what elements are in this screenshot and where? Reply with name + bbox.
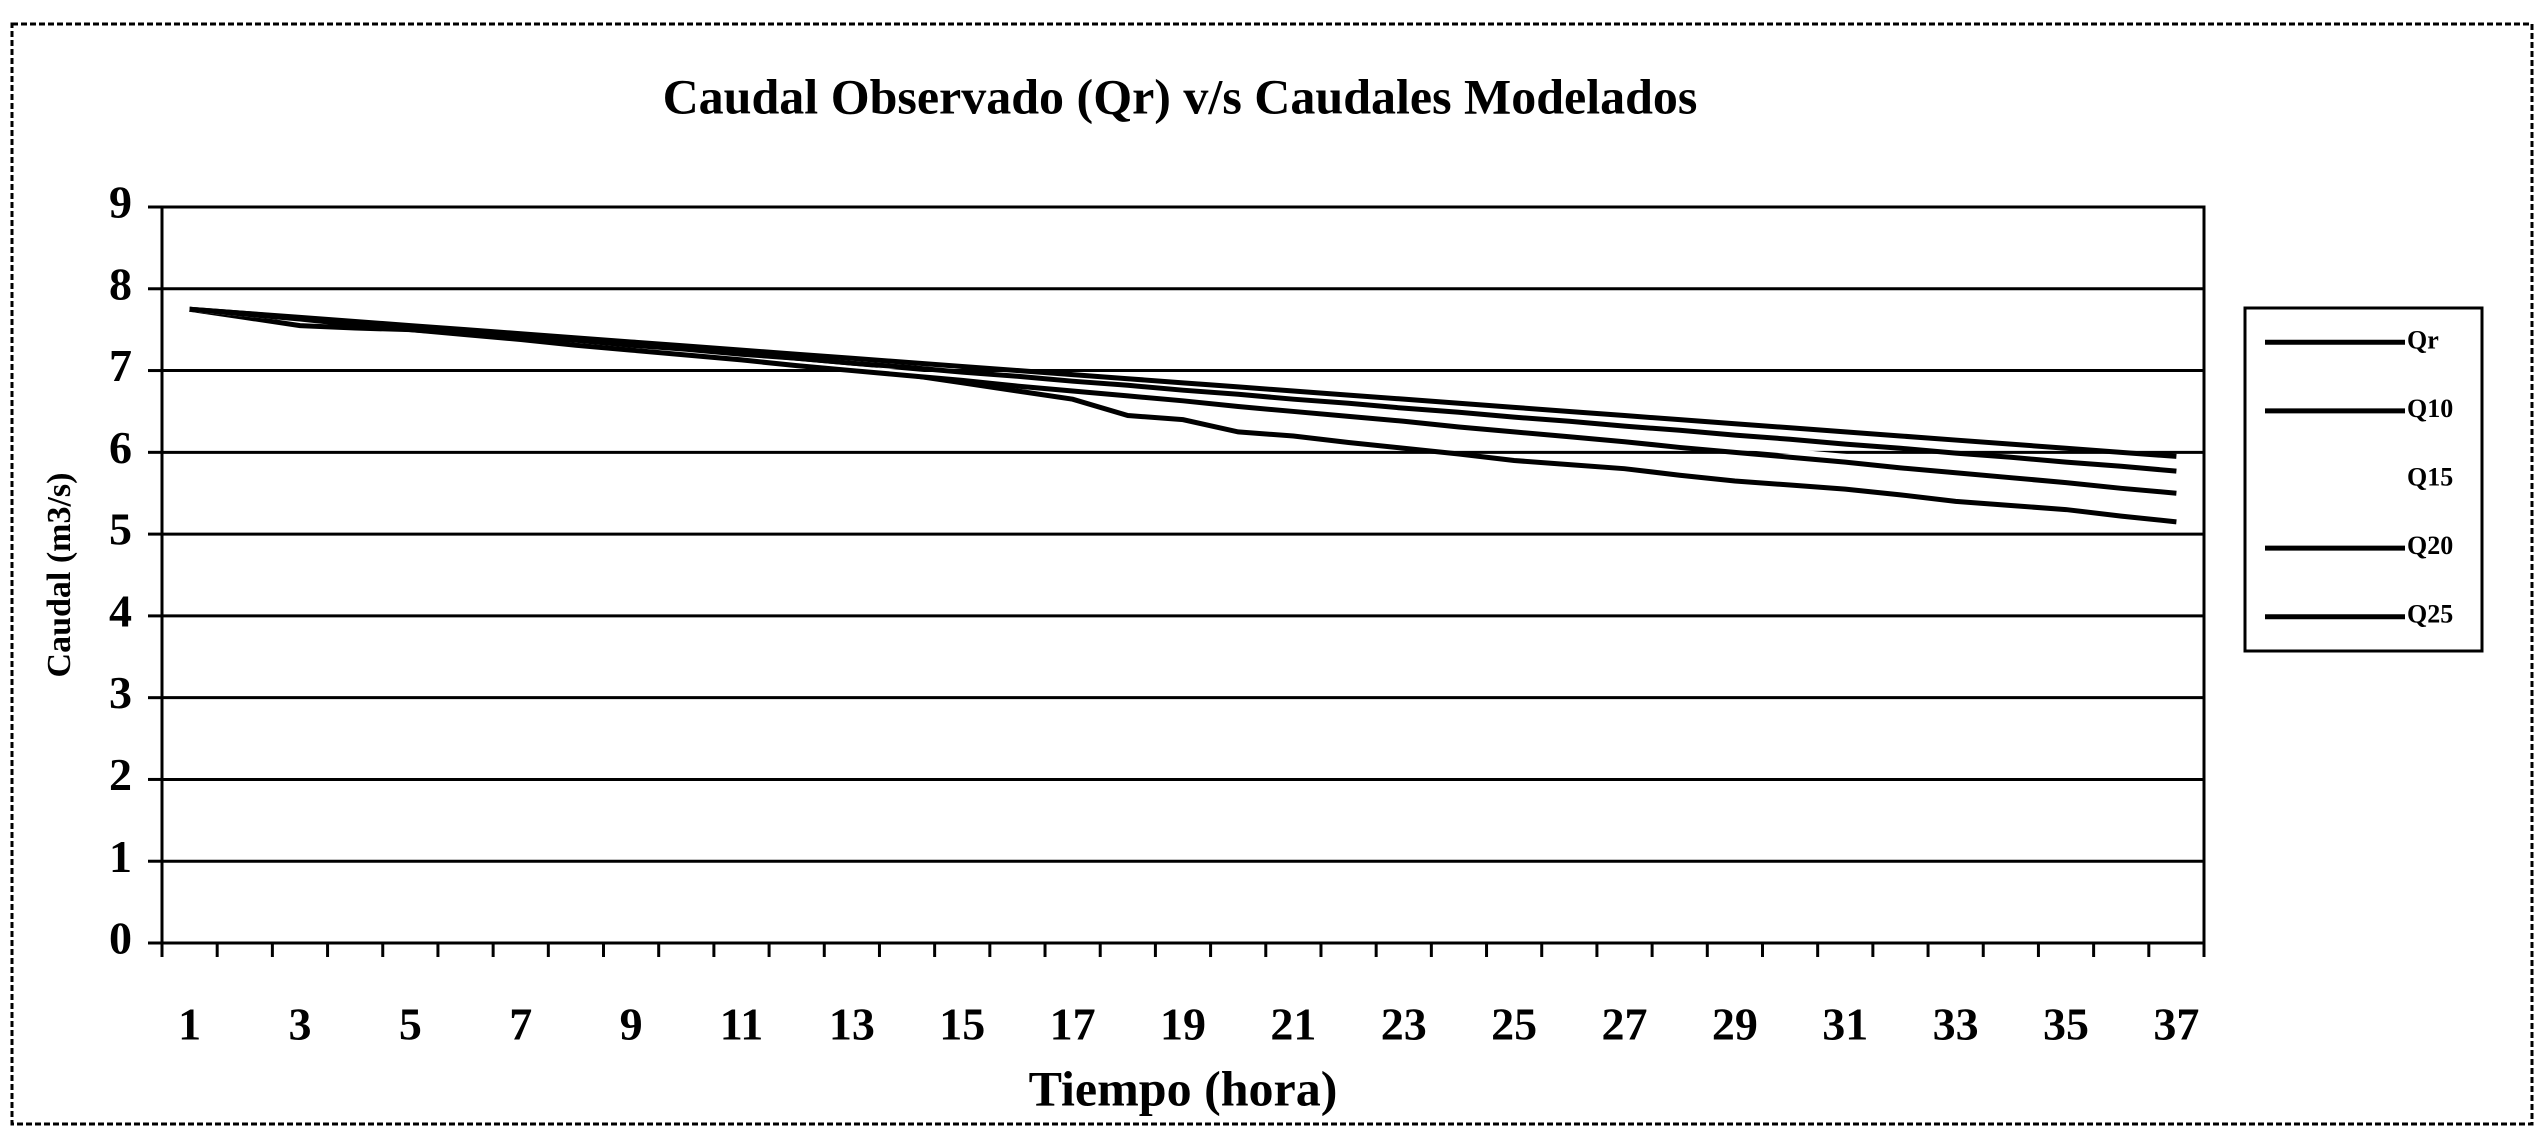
x-tick-label: 9 xyxy=(620,999,643,1050)
x-tick-label: 5 xyxy=(399,999,422,1050)
chart-title: Caudal Observado (Qr) v/s Caudales Model… xyxy=(663,68,1698,124)
x-tick-label: 31 xyxy=(1822,999,1868,1050)
chart-border xyxy=(10,22,2534,1126)
x-tick-label: 25 xyxy=(1491,999,1537,1050)
x-tick-label: 27 xyxy=(1602,999,1648,1050)
x-tick-label: 21 xyxy=(1270,999,1316,1050)
y-tick-label: 4 xyxy=(109,585,132,636)
y-tick-label: 7 xyxy=(109,340,132,391)
y-tick-label: 0 xyxy=(109,913,132,964)
series-line xyxy=(189,306,2177,474)
y-tick-label: 6 xyxy=(109,422,132,473)
x-tick-label: 33 xyxy=(1933,999,1979,1050)
y-tick-label: 1 xyxy=(109,831,132,882)
series-line xyxy=(189,306,2177,496)
y-tick-label: 5 xyxy=(109,504,132,555)
x-tick-label: 7 xyxy=(509,999,532,1050)
legend-label: Q15 xyxy=(2407,462,2453,491)
x-tick-label: 17 xyxy=(1050,999,1096,1050)
x-tick-label: 23 xyxy=(1381,999,1427,1050)
plot-area xyxy=(160,205,2206,945)
x-axis-title: Tiempo (hora) xyxy=(1029,1060,1338,1116)
y-tick-label: 3 xyxy=(109,667,132,718)
legend-label: Q25 xyxy=(2407,600,2453,629)
x-tick-label: 3 xyxy=(288,999,311,1050)
x-tick-label: 19 xyxy=(1160,999,1206,1050)
x-tick-label: 13 xyxy=(829,999,875,1050)
legend-label: Q10 xyxy=(2407,394,2453,423)
legend-label: Q20 xyxy=(2407,531,2453,560)
y-tick-label: 9 xyxy=(109,177,132,228)
x-tick-label: 11 xyxy=(720,999,763,1050)
y-tick-label: 8 xyxy=(109,258,132,309)
x-tick-label: 29 xyxy=(1712,999,1758,1050)
y-axis-title: Caudal (m3/s) xyxy=(41,473,78,678)
x-tick-label: 1 xyxy=(178,999,201,1050)
x-tick-label: 15 xyxy=(939,999,985,1050)
x-tick-label: 35 xyxy=(2043,999,2089,1050)
legend-label: Qr xyxy=(2407,325,2439,354)
y-tick-label: 2 xyxy=(109,749,132,800)
x-tick-label: 37 xyxy=(2153,999,2199,1050)
